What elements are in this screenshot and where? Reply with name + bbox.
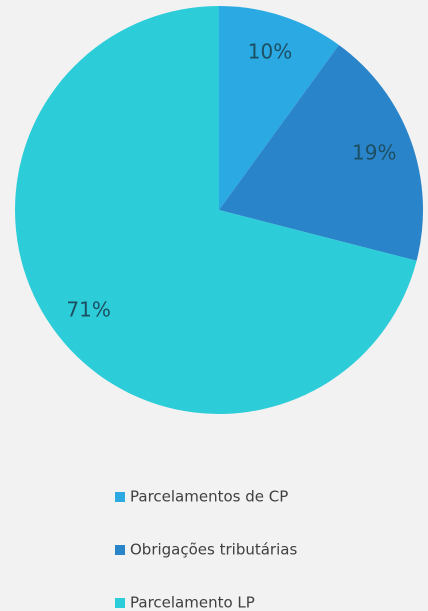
- pie-slice: [219, 6, 339, 210]
- pie-slice: [219, 44, 424, 261]
- legend-label: Parcelamento LP: [130, 594, 255, 611]
- legend-label: Obrigações tributárias: [130, 541, 297, 559]
- data-label: 19%: [352, 141, 396, 165]
- data-label: 71%: [66, 298, 110, 322]
- legend-swatch: [115, 598, 125, 608]
- pie-slice: [15, 6, 417, 414]
- legend-swatch: [115, 545, 125, 555]
- data-label: 10%: [248, 40, 292, 64]
- legend-swatch: [115, 492, 125, 502]
- legend-label: Parcelamentos de CP: [130, 488, 288, 506]
